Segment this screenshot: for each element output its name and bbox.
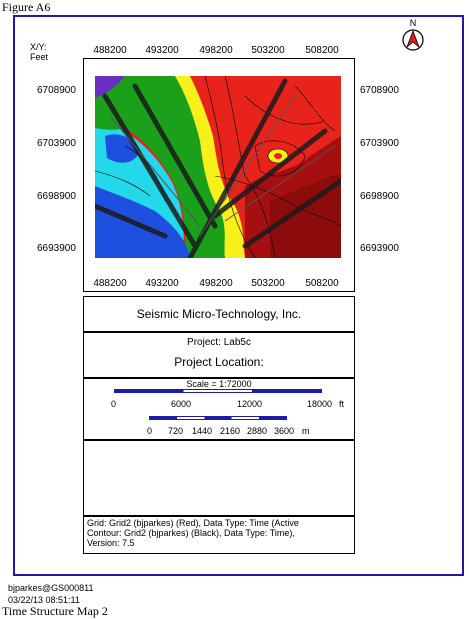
user-stamp: bjparkes@GS000811 <box>8 583 94 593</box>
grid-info-box: Grid: Grid2 (bjparkes) (Red), Data Type:… <box>83 516 355 554</box>
meter-tick: 1440 <box>192 426 213 436</box>
y-tick-right: 6693900 <box>360 243 399 254</box>
meter-tick: 3600 <box>274 426 295 436</box>
feet-tick: 0 <box>111 399 117 409</box>
purple-corner <box>95 76 125 98</box>
feet-unit: ft <box>339 399 345 409</box>
blue-region <box>95 186 190 258</box>
grid-info-line: Grid: Grid2 (bjparkes) (Red), Data Type:… <box>87 518 299 528</box>
x-tick-top: 503200 <box>251 45 285 56</box>
meter-tick: 2160 <box>220 426 241 436</box>
company-box: Seismic Micro-Technology, Inc. <box>83 296 355 332</box>
x-tick-top: 488200 <box>93 45 127 56</box>
x-tick-top: 493200 <box>145 45 179 56</box>
meter-tick: 720 <box>168 426 184 436</box>
notes-box <box>83 440 355 516</box>
scale-bar-feet <box>114 389 322 393</box>
date-stamp: 03/22/13 08:51:11 <box>8 595 80 605</box>
meter-tick: 2880 <box>247 426 268 436</box>
north-label: N <box>409 18 417 28</box>
grid-info-line: Version: 7.5 <box>87 538 135 548</box>
x-tick-bottom: 498200 <box>199 278 233 289</box>
scale-box: Scale = 1:72000 0 6000 12000 18000 ft 0 … <box>83 378 355 440</box>
y-tick-left: 6703900 <box>37 138 76 149</box>
units-text: Feet <box>30 52 49 62</box>
north-arrow: N <box>402 18 424 54</box>
x-tick-top: 508200 <box>305 45 339 56</box>
time-structure-map <box>95 76 341 258</box>
y-tick-right: 6698900 <box>360 191 399 202</box>
x-tick-bottom: 508200 <box>305 278 339 289</box>
grid-info-line: Contour: Grid2 (bjparkes) (Black), Data … <box>87 528 295 538</box>
green-upper-left <box>95 76 170 130</box>
scale-bar-meters <box>149 416 287 420</box>
seismic-lines <box>95 78 341 258</box>
y-tick-left: 6698900 <box>37 191 76 202</box>
scale-label: Scale = 1:72000 <box>186 379 252 389</box>
seismic-line-ticks <box>109 95 336 237</box>
project-box: Project: Lab5c Project Location: <box>83 332 355 378</box>
x-tick-top: 498200 <box>199 45 233 56</box>
feet-tick: 12000 <box>237 399 263 409</box>
y-tick-left: 6693900 <box>37 243 76 254</box>
page-frame <box>13 15 464 576</box>
meter-tick: 0 <box>147 426 153 436</box>
feet-tick: 6000 <box>171 399 192 409</box>
figure-label: Figure A6 <box>2 0 51 14</box>
xy-text: X/Y: <box>30 42 47 52</box>
y-tick-right: 6708900 <box>360 85 399 96</box>
x-tick-bottom: 493200 <box>145 278 179 289</box>
feet-tick: 18000 <box>307 399 333 409</box>
x-tick-bottom: 503200 <box>251 278 285 289</box>
y-tick-left: 6708900 <box>37 85 76 96</box>
xy-label: X/Y: Feet <box>30 42 48 62</box>
meter-unit: m <box>302 426 310 436</box>
y-tick-right: 6703900 <box>360 138 399 149</box>
map-title: Time Structure Map 2 <box>2 604 108 618</box>
company-name: Seismic Micro-Technology, Inc. <box>136 307 302 321</box>
x-tick-bottom: 488200 <box>93 278 127 289</box>
project-location: Project Location: <box>174 355 264 369</box>
project-name: Project: Lab5c <box>187 337 251 348</box>
bullseye-center <box>274 153 282 159</box>
north-arrow-icon <box>402 29 424 51</box>
